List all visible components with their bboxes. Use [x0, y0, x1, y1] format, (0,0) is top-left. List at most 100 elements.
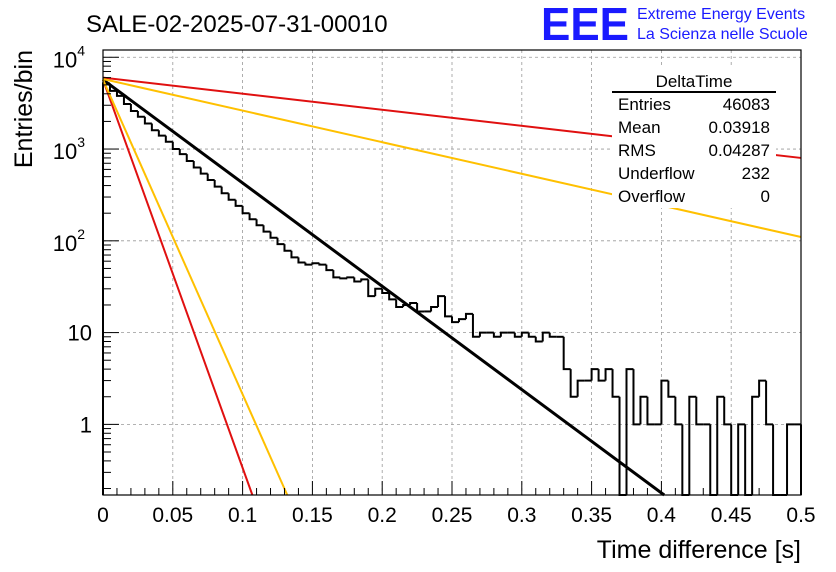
histogram-bin	[332, 270, 341, 279]
histogram-bin	[660, 379, 669, 425]
histogram-bin	[339, 277, 348, 280]
histogram-bin	[562, 336, 571, 371]
histogram-bin	[171, 141, 180, 151]
chart-title: SALE-02-2025-07-31-00010	[86, 11, 388, 38]
histogram-bin	[178, 149, 187, 156]
histogram-bin	[513, 332, 522, 338]
histogram-bin	[688, 395, 697, 495]
stats-label-mean: Mean	[618, 118, 661, 137]
histogram-bin	[709, 424, 718, 496]
x-tick-label: 0.2	[368, 504, 397, 527]
stats-value-entries: 46083	[723, 95, 770, 114]
histogram-bin	[311, 262, 320, 265]
stats-label-underflow: Underflow	[618, 164, 695, 183]
histogram-bin	[374, 287, 383, 297]
histogram-bin	[409, 302, 418, 305]
histogram-bin	[388, 293, 397, 301]
stats-box: DeltaTime Entries 46083 Mean 0.03918 RMS…	[612, 68, 776, 208]
histogram-bin	[451, 316, 459, 324]
histogram-bin	[471, 313, 480, 338]
histogram-bin	[248, 213, 257, 221]
y-tick-label: 10	[68, 321, 92, 346]
fit-line-black-0	[102, 78, 666, 497]
x-axis-label: Time difference [s]	[597, 536, 801, 564]
histogram-bin	[716, 395, 725, 495]
stats-value-rms: 0.04287	[709, 141, 770, 160]
histogram-bin	[297, 257, 306, 264]
histogram-bin	[772, 424, 781, 496]
fit-line-red-3	[102, 79, 254, 496]
stats-label-entries: Entries	[618, 95, 671, 114]
histogram-bin	[346, 276, 355, 279]
x-tick-label: 0.35	[571, 504, 612, 527]
x-tick-label: 0.1	[228, 504, 257, 527]
y-tick-label: 1	[80, 412, 92, 437]
histogram-bin	[164, 135, 173, 143]
histogram-bin	[213, 179, 222, 188]
histogram-bin	[227, 193, 236, 201]
axis-tick-labels: 0 0.05 0.1 0.15 0.2 0.25 0.3 0.35 0.4 0.45 0.5 1 10 1…	[53, 42, 816, 527]
histogram-bin	[646, 396, 655, 426]
histogram-bin	[597, 369, 606, 382]
histogram-bin	[276, 237, 285, 246]
histogram-bin	[325, 264, 334, 272]
x-tick-label: 0.4	[647, 504, 677, 527]
histogram-bin	[478, 331, 487, 337]
histogram-bin	[765, 380, 774, 426]
x-tick-label: 0	[97, 504, 109, 527]
histogram-bin	[681, 424, 690, 496]
logo-line1: Extreme Energy Events	[637, 6, 805, 23]
histogram-bin	[548, 332, 557, 338]
histogram-bin	[220, 186, 229, 195]
x-tick-label: 0.5	[786, 504, 815, 527]
histogram-bin	[283, 244, 292, 252]
histogram-bin	[695, 396, 704, 426]
y-tick-label: 103	[53, 134, 85, 164]
y-axis-label: Entries/bin	[10, 50, 38, 168]
histogram-bin	[262, 225, 271, 233]
histogram-bin	[534, 336, 543, 343]
logo-line2: La Scienza nelle Scuole	[637, 26, 808, 43]
histogram-bin	[464, 312, 473, 320]
histogram-bin	[269, 231, 278, 239]
histogram-bin	[444, 296, 452, 318]
histogram-bin	[150, 123, 159, 132]
histogram-bin	[744, 424, 753, 496]
histogram-bin	[381, 288, 390, 295]
histogram-bin	[318, 263, 327, 266]
histogram-bin	[667, 380, 676, 398]
stats-value-mean: 0.03918	[709, 118, 770, 137]
histogram-bin	[674, 396, 683, 426]
histogram-bin	[723, 396, 732, 426]
histogram-bin	[122, 95, 131, 105]
histogram-bin	[590, 368, 599, 381]
histogram-bin	[199, 167, 208, 175]
y-tick-label: 102	[53, 226, 85, 256]
stats-label-overflow: Overflow	[618, 187, 686, 206]
x-tick-label: 0.25	[432, 504, 473, 527]
histogram-bin	[611, 369, 620, 398]
histogram-bin	[192, 161, 201, 169]
histogram-bin	[625, 368, 634, 495]
histogram-bin	[492, 332, 501, 338]
histogram-bin	[395, 299, 404, 309]
histogram-bin	[290, 250, 299, 259]
histogram-bin	[520, 331, 529, 337]
histogram-bin	[115, 90, 124, 97]
histogram-bin	[751, 395, 760, 495]
histogram-bin	[569, 369, 578, 398]
histogram-bin	[527, 332, 536, 338]
histogram-bin	[437, 295, 446, 308]
axis-ticks	[102, 56, 802, 495]
x-tick-label: 0.45	[711, 504, 752, 527]
y-tick-label: 104	[53, 42, 85, 72]
x-tick-label: 0.05	[152, 504, 193, 527]
stats-value-underflow: 232	[742, 164, 770, 183]
histogram-bin	[304, 262, 313, 266]
histogram-bin	[241, 205, 250, 215]
stats-label-rms: RMS	[618, 141, 656, 160]
x-tick-label: 0.15	[292, 504, 333, 527]
histogram-bin	[632, 369, 641, 426]
histogram-bin	[360, 278, 369, 282]
